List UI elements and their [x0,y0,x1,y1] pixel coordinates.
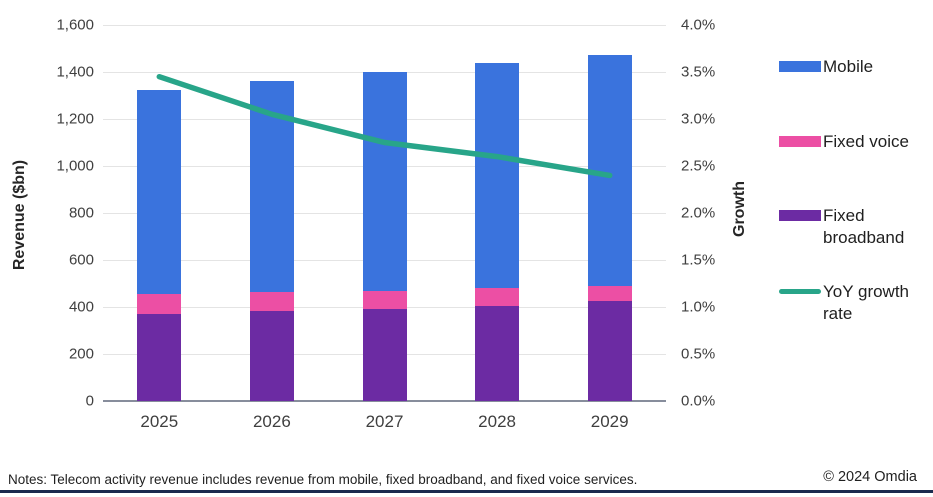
right-axis-tick-label: 1.5% [681,251,716,269]
right-axis-tick-label: 3.5% [681,63,716,81]
bottom-accent-bar [0,490,933,493]
right-axis-tick-label: 3.0% [681,110,716,128]
x-tick-label: 2025 [140,412,179,431]
left-axis-tick-label: 400 [68,298,94,316]
right-axis-tick-label: 1.0% [681,298,716,316]
fixed-voice-swatch-icon [779,136,821,147]
bar-segment-fixed-broadband-2029 [587,301,632,401]
left-axis-tick-label: 1,000 [56,157,94,175]
gridline [103,25,666,26]
bar-segment-mobile-2026 [249,81,294,293]
left-axis-tick-label: 1,400 [56,63,94,81]
mobile-swatch-icon [779,61,821,72]
left-axis-tick-label: 800 [68,204,94,222]
legend-item-fixed-broadband: Fixed broadband [779,205,929,250]
right-axis-tick-label: 0.5% [681,345,716,363]
left-axis-tick-label: 200 [68,345,94,363]
right-axis-tick-label: 0.0% [681,392,716,410]
right-axis-tick-label: 4.0% [681,16,716,34]
legend-label: Fixed broadband [823,206,905,248]
bar-segment-fixed-broadband-2025 [137,314,182,401]
bar-segment-fixed-voice-2026 [249,292,294,312]
bar-segment-fixed-broadband-2028 [475,305,520,401]
x-tick-label: 2026 [252,412,291,431]
x-tick-label: 2029 [590,412,629,431]
bar-segment-mobile-2025 [137,89,182,295]
x-axis-line [103,400,666,402]
legend-item-mobile: Mobile [779,56,929,78]
left-axis-title: Revenue ($bn) [11,159,28,271]
bar-segment-mobile-2029 [587,55,632,286]
footer-notes: Notes: Telecom activity revenue includes… [8,472,638,487]
x-tick-label: 2028 [478,412,517,431]
bar-segment-fixed-voice-2025 [137,294,182,315]
right-axis-tick-label: 2.0% [681,204,716,222]
yoy-growth-line-swatch-icon [779,289,821,294]
bar-segment-fixed-voice-2028 [475,288,520,306]
legend-label: Mobile [823,57,874,76]
right-axis-title: Growth [731,181,748,237]
fixed-broadband-swatch-icon [779,210,821,221]
bar-segment-mobile-2027 [362,72,407,291]
legend-label: Fixed voice [823,132,909,151]
legend-item-yoy-growth-rate: YoY growth rate [779,281,929,326]
bar-segment-fixed-broadband-2027 [362,308,407,401]
legend-label: YoY growth rate [823,282,910,324]
copyright-text: © 2024 Omdia [823,469,917,485]
bar-segment-mobile-2028 [475,63,520,289]
left-axis-tick-label: 1,200 [56,110,94,128]
bar-segment-fixed-voice-2029 [587,285,632,302]
left-axis-tick-label: 600 [68,251,94,269]
bar-segment-fixed-broadband-2026 [249,311,294,401]
legend-item-fixed-voice: Fixed voice [779,131,929,153]
bar-segment-fixed-voice-2027 [362,290,407,309]
right-axis-tick-label: 2.5% [681,157,716,175]
x-tick-label: 2027 [365,412,404,431]
left-axis-tick-label: 1,600 [56,16,94,34]
left-axis-tick-label: 0 [85,392,94,410]
